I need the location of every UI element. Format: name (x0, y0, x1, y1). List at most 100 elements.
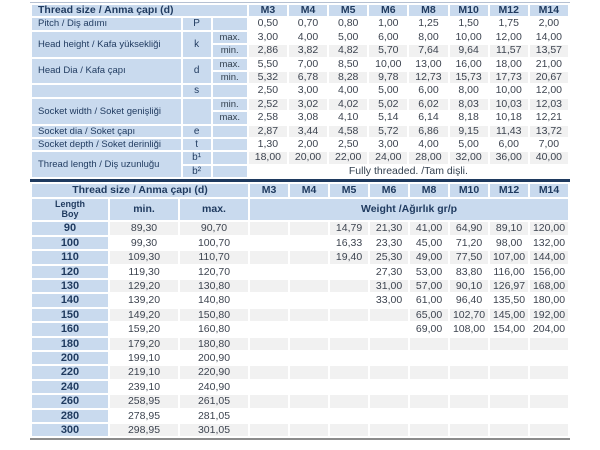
value-cell (490, 423, 529, 437)
value-cell: 126,97 (490, 279, 529, 293)
table-row: 260 258,95 261,05 (32, 395, 569, 408)
table-row: 130 129,20 130,80 31,00 57,00 90,10 126,97 168,… (32, 279, 569, 293)
row-label: Socket depth / Soket derinliği (32, 139, 181, 151)
value-cell: 0,80 (329, 18, 368, 30)
table-row: min. 5,32 6,78 8,28 9,78 12,73 15,73 17,73 20,67 (32, 72, 568, 84)
value-cell: 8,03 (449, 98, 488, 111)
value-cell (250, 222, 289, 235)
row-label: Socket dia / Soket çapı (32, 125, 181, 138)
value-cell: 120,70 (180, 265, 249, 278)
value-cell: 8,00 (449, 85, 488, 97)
limit-label (212, 139, 247, 151)
value-cell: 11,57 (489, 45, 528, 57)
value-cell: 61,00 (410, 294, 449, 307)
length-cell: 260 (32, 395, 108, 408)
value-cell: 4,00 (329, 85, 368, 97)
table-row: Length Boy min. max. Weight /Ağırlık gr/p (32, 199, 569, 221)
value-cell: 168,00 (530, 279, 569, 293)
value-cell (250, 423, 289, 437)
value-cell (490, 337, 529, 350)
value-cell (490, 395, 529, 408)
table-row: Head Dia / Kafa çapı d max. 5,50 7,00 8,50 10,… (32, 58, 568, 84)
column-header: M8 (410, 184, 449, 198)
value-cell: 40,00 (529, 152, 568, 164)
table-row: 280 278,95 281,05 (32, 409, 569, 422)
value-cell: 204,00 (530, 323, 569, 336)
value-cell: 1,30 (248, 139, 287, 151)
table-row: 100 99,30 100,70 16,33 23,30 45,00 71,20 98,00 1… (32, 236, 569, 250)
value-cell: 132,00 (530, 236, 569, 250)
limit-label: min. (212, 45, 247, 57)
value-cell (370, 323, 409, 336)
header-line: Length (55, 199, 85, 210)
value-cell (370, 409, 409, 422)
value-cell: 298,95 (110, 423, 178, 437)
limit-label: max. (212, 112, 247, 124)
table-row: 110 109,30 110,70 19,40 25,30 49,00 77,50 107,0… (32, 251, 569, 264)
value-cell: 2,52 (248, 98, 287, 111)
value-cell: 53,00 (410, 265, 449, 278)
value-cell: 5,50 (248, 58, 287, 71)
value-cell: 16,00 (449, 58, 488, 71)
value-cell: 8,18 (449, 112, 488, 124)
row-label: Thread length / Diş uzunluğu (32, 152, 181, 178)
length-column-header: Length Boy (32, 199, 108, 221)
value-cell: 144,00 (530, 251, 569, 264)
value-cell: 41,00 (410, 222, 449, 235)
value-cell: 179,20 (110, 337, 178, 350)
value-cell (370, 366, 409, 379)
column-header: M5 (329, 5, 368, 17)
row-label: Socket width / Soket genişliği (32, 98, 181, 124)
value-cell: 135,50 (490, 294, 529, 307)
value-cell: 32,00 (449, 152, 488, 164)
value-cell (290, 279, 329, 293)
value-cell (330, 366, 369, 379)
column-header: min. (110, 199, 178, 221)
value-cell: 14,79 (330, 222, 369, 235)
value-cell: 13,57 (529, 45, 568, 57)
value-cell (250, 366, 289, 379)
value-cell: 3,02 (288, 98, 328, 111)
value-cell: 90,70 (180, 222, 249, 235)
value-cell (450, 366, 489, 379)
value-cell: 5,14 (369, 112, 408, 124)
column-header: M8 (409, 5, 448, 17)
column-header: M14 (529, 5, 568, 17)
value-cell: 7,00 (529, 139, 568, 151)
value-cell: 160,80 (180, 323, 249, 336)
value-cell: 22,00 (329, 152, 368, 164)
column-header: max. (180, 199, 249, 221)
value-cell: 200,90 (180, 351, 249, 365)
column-header: M3 (250, 184, 289, 198)
value-cell (530, 366, 569, 379)
row-label (32, 85, 181, 97)
value-cell: 240,90 (180, 380, 249, 394)
table-row: 300 298,95 301,05 (32, 423, 569, 437)
value-cell: 150,80 (180, 308, 249, 322)
symbol-cell (182, 98, 211, 124)
value-cell: 6,14 (409, 112, 448, 124)
limit-label: min. (212, 72, 247, 84)
value-cell: 4,00 (409, 139, 448, 151)
value-cell: 19,40 (330, 251, 369, 264)
value-cell (290, 222, 329, 235)
value-cell: 7,64 (409, 45, 448, 57)
value-cell (330, 323, 369, 336)
table-row: min. 2,86 3,82 4,82 5,70 7,64 9,64 11,57 13,57 (32, 45, 568, 57)
value-cell (450, 337, 489, 350)
limit-label (212, 152, 247, 164)
value-cell: 159,20 (110, 323, 178, 336)
value-cell: 6,00 (409, 85, 448, 97)
value-cell: 239,10 (110, 380, 178, 394)
column-header: M14 (530, 184, 569, 198)
value-cell (330, 279, 369, 293)
length-cell: 140 (32, 294, 108, 307)
row-label: Head height / Kafa yüksekliği (32, 31, 181, 57)
value-cell (410, 380, 449, 394)
column-header: M6 (369, 5, 408, 17)
value-cell: 192,00 (530, 308, 569, 322)
value-cell: 156,00 (530, 265, 569, 278)
value-cell: 102,70 (450, 308, 489, 322)
value-cell (410, 409, 449, 422)
value-cell: 7,00 (288, 58, 328, 71)
